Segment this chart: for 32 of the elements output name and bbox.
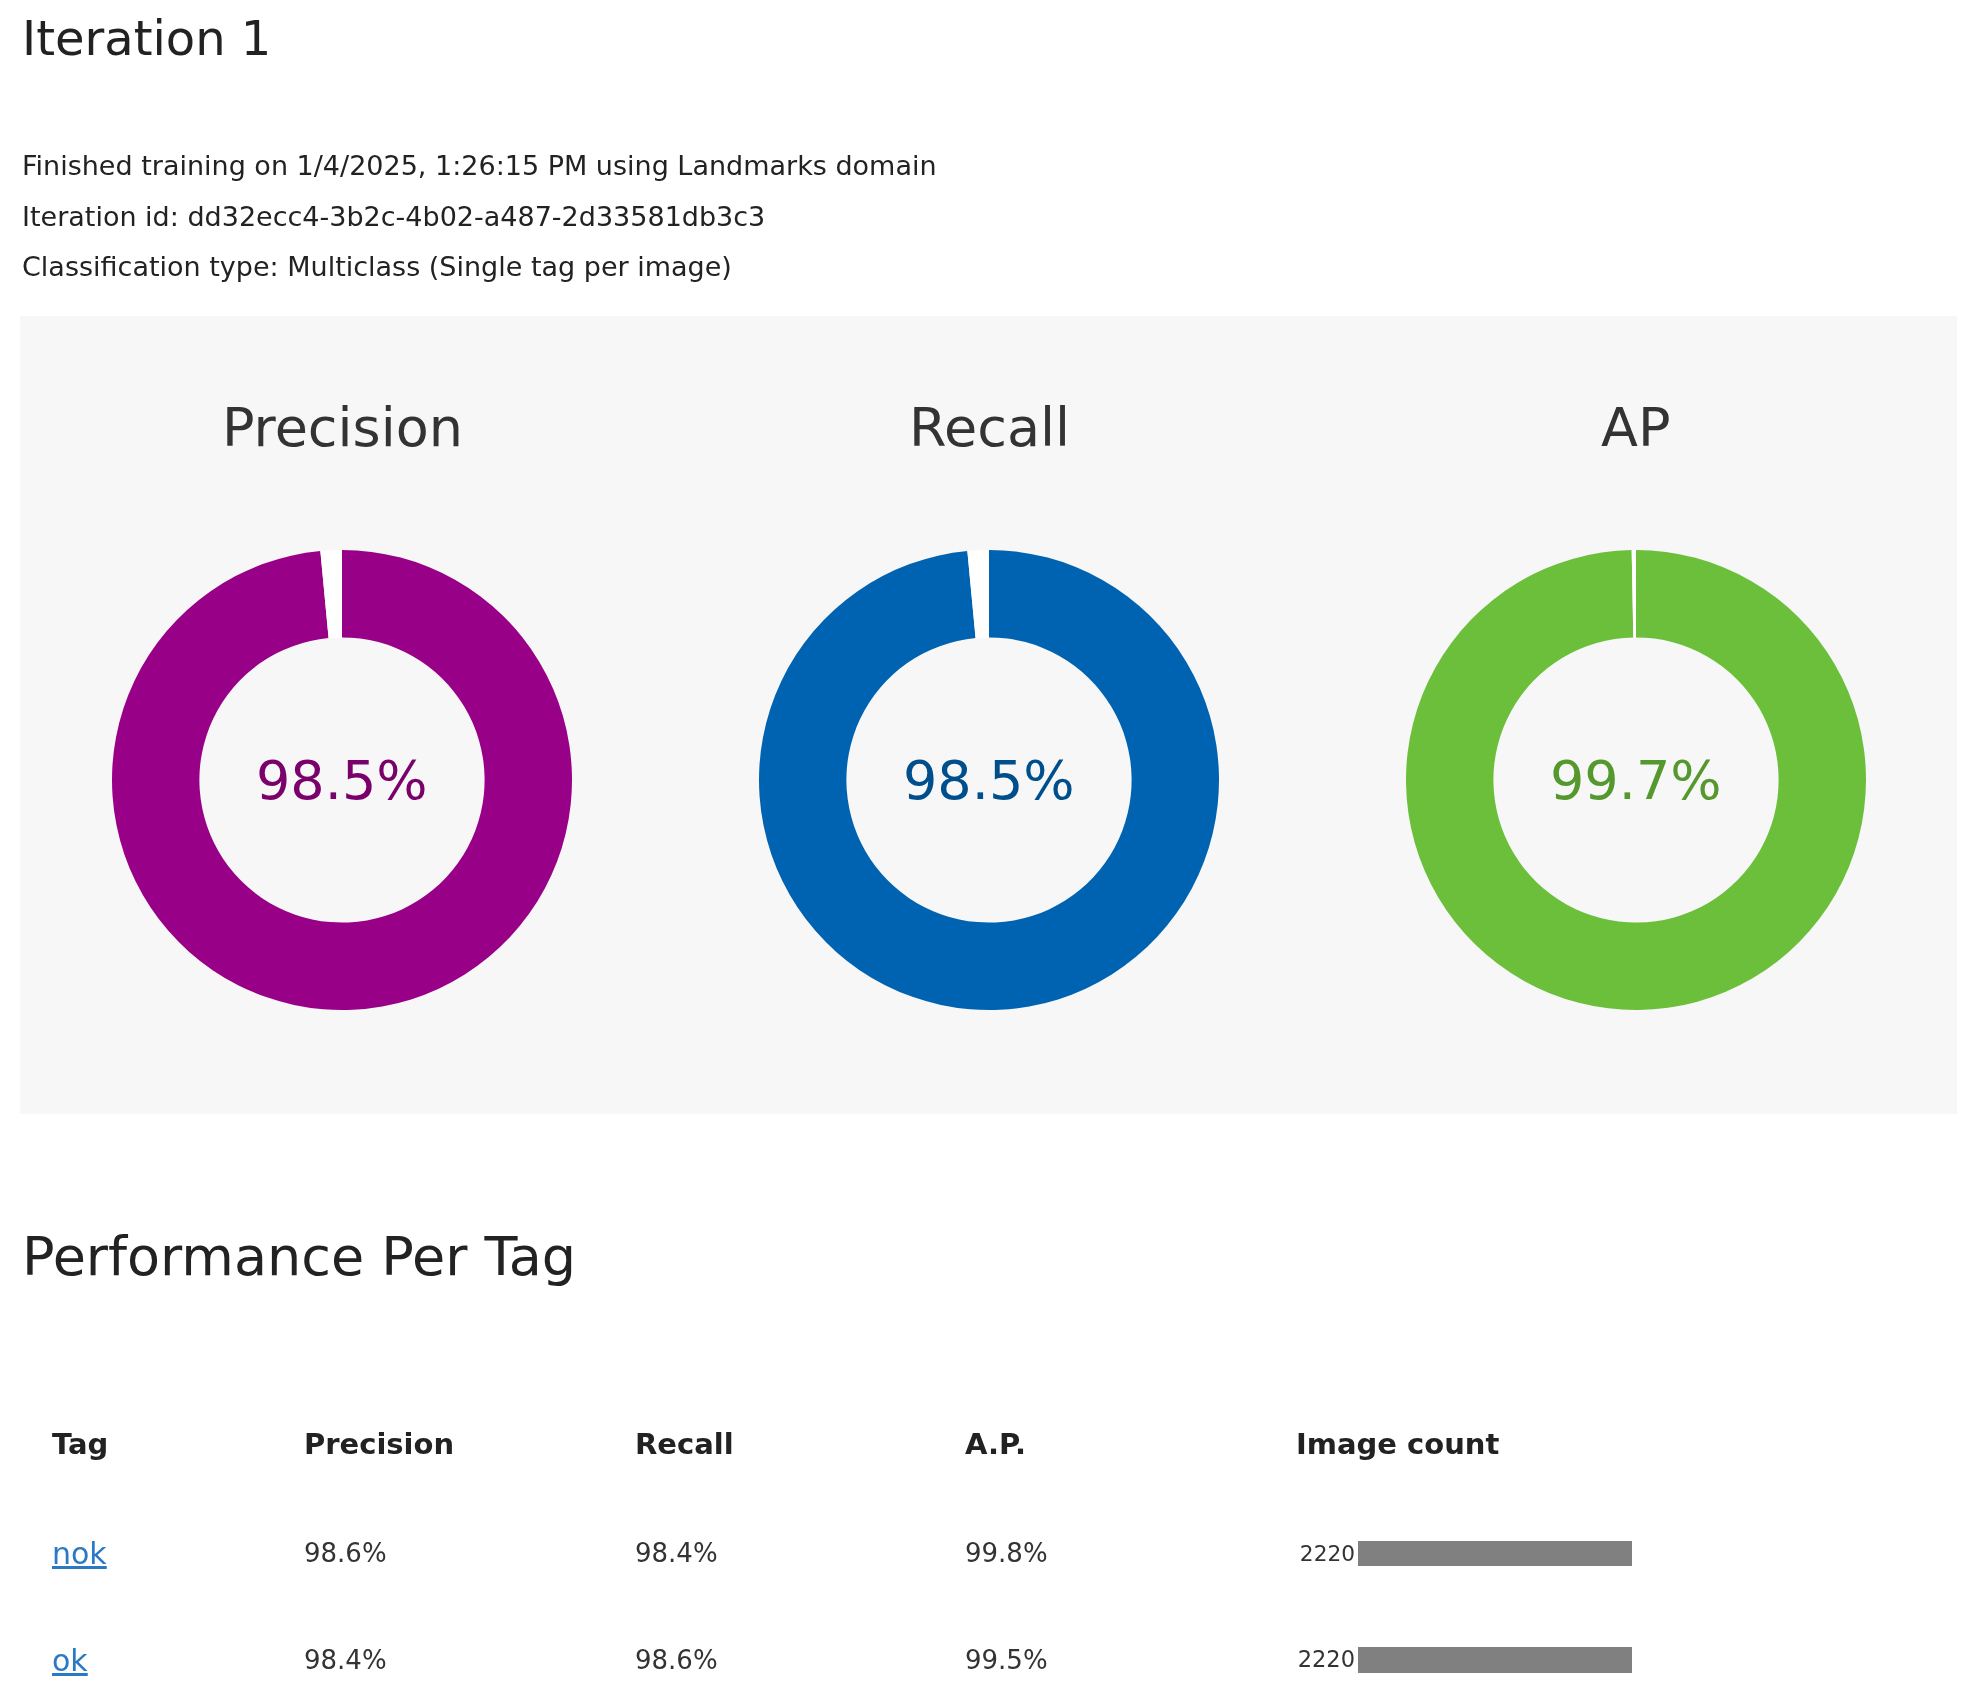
chart-title: Recall	[909, 396, 1071, 459]
donut-slice	[1406, 550, 1866, 1010]
text: Classification type: Multiclass (Single tag per image)	[22, 251, 732, 282]
chart-title: Precision	[222, 396, 463, 459]
text: A.P.	[965, 1427, 1026, 1461]
donut-slice	[967, 550, 989, 639]
text: 98.4%	[635, 1538, 718, 1568]
text: Iteration 1	[22, 10, 272, 66]
text: Image count	[1296, 1427, 1500, 1461]
text: 98.5%	[256, 749, 428, 812]
text: Finished training on 1/4/2025, 1:26:15 PM using Landmarks domain	[22, 150, 937, 181]
text: Precision	[304, 1427, 455, 1461]
text: Iteration id: dd32ecc4-3b2c-4b02-a487-2d33581db3c3	[22, 201, 766, 232]
data-label: 2220	[1297, 1646, 1355, 1673]
donut-slice	[1631, 550, 1636, 638]
text: Recall	[635, 1427, 734, 1461]
y-tick-label: ok	[52, 1643, 89, 1678]
y-tick-label: nok	[52, 1536, 108, 1571]
donut-slice	[112, 550, 572, 1010]
text: 98.6%	[304, 1538, 387, 1568]
donut-slice	[759, 550, 1219, 1010]
chart-title: AP	[1601, 396, 1671, 459]
text: 98.5%	[903, 749, 1075, 812]
text: 98.6%	[635, 1645, 718, 1675]
text: Tag	[52, 1427, 109, 1461]
text: Performance Per Tag	[22, 1225, 577, 1288]
text: 99.8%	[965, 1538, 1048, 1568]
text: 99.5%	[965, 1645, 1048, 1675]
data-label: 2220	[1299, 1540, 1355, 1566]
text: 98.4%	[304, 1645, 387, 1675]
donut-slice	[320, 550, 342, 639]
text: 99.7%	[1550, 749, 1722, 812]
